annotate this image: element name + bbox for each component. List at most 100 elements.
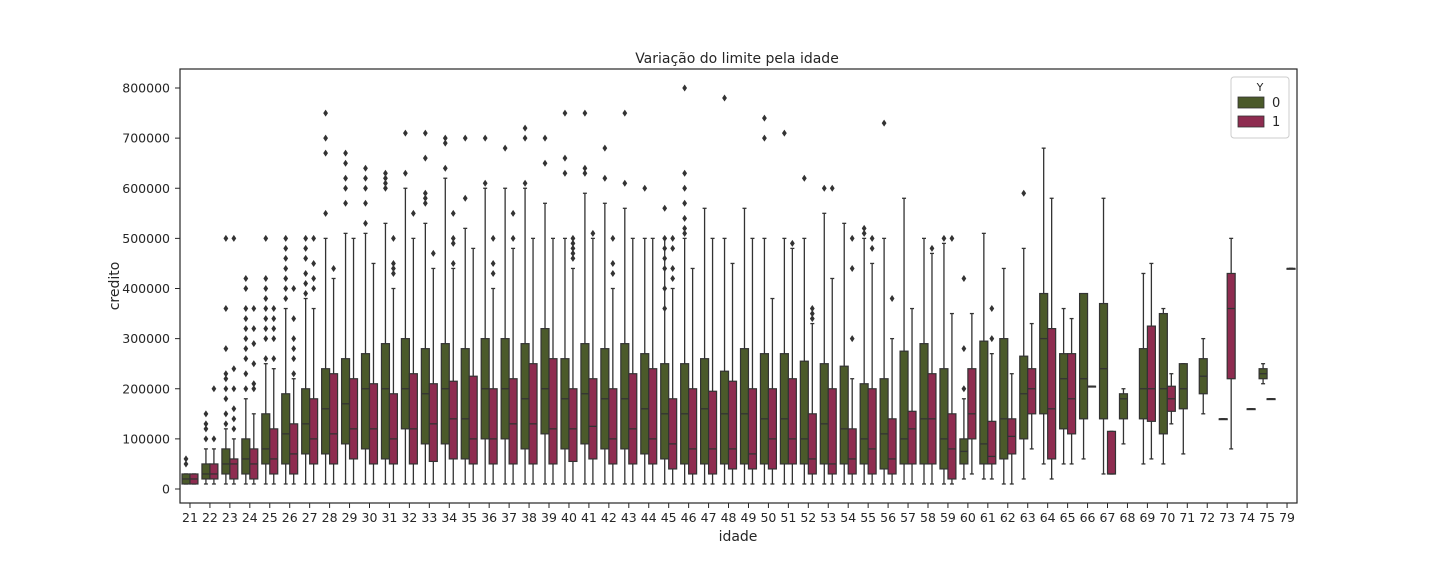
box-iqr — [1138, 348, 1149, 420]
outlier-point — [243, 385, 249, 393]
outlier-point — [450, 239, 456, 247]
outlier-point — [283, 264, 289, 272]
x-tick-label: 54 — [840, 510, 856, 525]
outlier-point — [311, 285, 317, 292]
box-0-40 — [560, 109, 570, 485]
box-0-52 — [799, 174, 809, 485]
outlier-point — [849, 234, 855, 242]
box-iqr — [640, 353, 650, 455]
outlier-point — [562, 109, 568, 117]
box-0-24 — [241, 274, 251, 485]
outlier-point — [422, 189, 428, 197]
outlier-point — [662, 264, 668, 272]
x-tick-label: 21 — [182, 510, 198, 525]
box-0-42 — [600, 144, 610, 485]
outlier-point — [670, 274, 676, 282]
box-1-66 — [1086, 385, 1097, 388]
outlier-point — [291, 355, 297, 363]
box-1-25 — [269, 305, 279, 485]
outlier-point — [570, 249, 576, 257]
plot-area — [181, 84, 1296, 485]
x-tick-label: 28 — [322, 510, 338, 525]
outlier-point — [861, 224, 867, 232]
x-tick-label: 42 — [601, 510, 617, 525]
outlier-point — [291, 315, 297, 323]
x-tick-label: 26 — [282, 510, 298, 525]
outlier-point — [522, 124, 528, 132]
x-tick-label: 23 — [222, 510, 238, 525]
x-axis-label: idade — [719, 529, 758, 545]
box-iqr — [907, 410, 917, 465]
outlier-point — [610, 269, 616, 277]
outlier-point — [343, 174, 348, 182]
outlier-point — [450, 234, 456, 242]
x-tick-label: 60 — [960, 510, 976, 525]
outlier-point — [223, 410, 229, 418]
outlier-point — [582, 164, 588, 172]
box-1-64 — [1047, 197, 1057, 480]
outlier-point — [502, 144, 508, 152]
outlier-point — [670, 264, 676, 272]
box-iqr — [301, 388, 311, 455]
outlier-point — [243, 315, 249, 323]
box-1-27 — [309, 234, 319, 485]
x-tick-label: 48 — [721, 510, 737, 525]
box-0-64 — [1039, 147, 1049, 465]
y-tick-label: 600000 — [122, 181, 170, 196]
outlier-point — [450, 209, 456, 217]
outlier-point — [271, 335, 277, 343]
box-iqr — [420, 348, 430, 445]
box-iqr — [648, 368, 658, 465]
x-tick-label: 24 — [242, 510, 258, 525]
box-0-49 — [739, 207, 750, 485]
outlier-point — [363, 164, 368, 172]
box-iqr — [400, 338, 410, 430]
outlier-point — [622, 179, 628, 187]
outlier-point — [929, 244, 935, 252]
outlier-point — [442, 164, 448, 172]
x-tick-label: 64 — [1040, 510, 1056, 525]
box-iqr — [719, 370, 730, 465]
box-1-47 — [707, 237, 718, 485]
outlier-point — [363, 184, 368, 192]
outlier-point — [410, 209, 416, 217]
x-tick-label: 46 — [681, 510, 697, 525]
x-tick-label: 44 — [641, 510, 657, 525]
box-0-41 — [580, 109, 590, 485]
outlier-point — [422, 154, 428, 162]
box-iqr — [548, 358, 558, 465]
outlier-point — [223, 420, 229, 428]
box-1-29 — [348, 237, 359, 485]
box-iqr — [620, 343, 630, 450]
box-iqr — [1158, 312, 1168, 435]
outlier-point — [642, 184, 648, 192]
box-iqr — [919, 343, 929, 465]
outlier-point — [263, 335, 269, 343]
outlier-point — [809, 305, 815, 313]
box-0-43 — [620, 109, 630, 485]
x-tick-label: 27 — [302, 510, 318, 525]
outlier-point — [949, 234, 955, 242]
outlier-point — [303, 290, 309, 298]
outlier-point — [243, 274, 249, 282]
x-tick-label: 22 — [202, 510, 218, 525]
outlier-point — [291, 370, 297, 378]
x-tick-label: 36 — [481, 510, 497, 525]
box-1-74 — [1246, 408, 1256, 411]
box-0-55 — [859, 224, 869, 485]
outlier-point — [223, 385, 229, 393]
box-1-46 — [688, 267, 698, 485]
box-0-60 — [959, 274, 969, 480]
outlier-point — [303, 234, 309, 242]
y-axis-label: credito — [107, 262, 123, 311]
box-1-65 — [1067, 317, 1077, 465]
box-0-29 — [340, 149, 351, 485]
box-1-54 — [847, 234, 857, 485]
outlier-point — [881, 119, 887, 127]
outlier-point — [941, 234, 947, 242]
box-0-67 — [1098, 197, 1109, 475]
box-iqr — [807, 413, 817, 475]
x-tick-label: 75 — [1259, 510, 1275, 525]
outlier-point — [402, 129, 408, 137]
y-tick-label: 800000 — [122, 81, 170, 96]
